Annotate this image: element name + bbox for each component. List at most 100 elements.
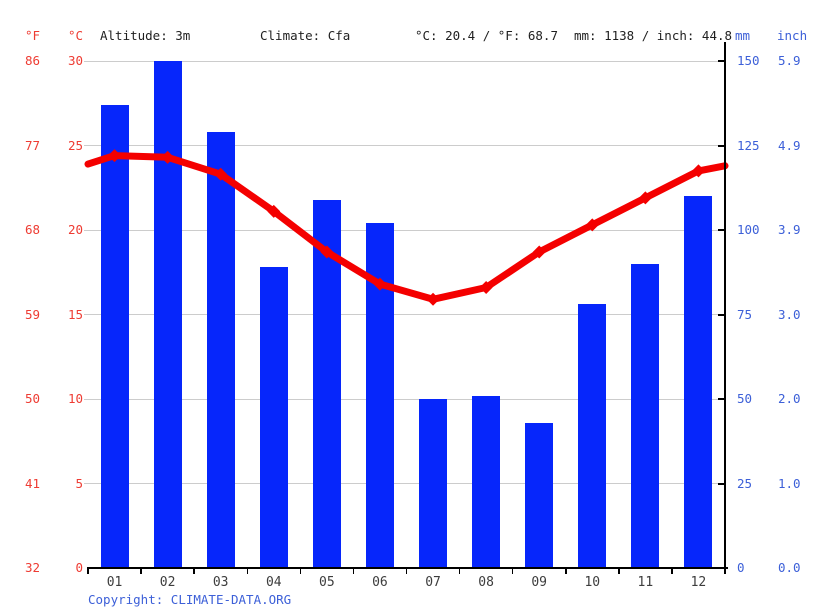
- month-label: 11: [637, 575, 654, 590]
- inch-tick: 3.0: [778, 306, 801, 322]
- x-axis-line: [87, 567, 728, 569]
- mm-axis-title: mm: [735, 28, 751, 43]
- month-tick: [299, 569, 302, 574]
- month-label: 09: [531, 575, 548, 590]
- gridline: [84, 314, 719, 315]
- mm-tick: 125: [737, 137, 760, 153]
- temperature-point-marker: [161, 150, 175, 164]
- fahrenheit-tick: 86: [24, 53, 40, 68]
- right-axis-tick: [718, 482, 725, 485]
- temperature-polyline: [84, 152, 729, 303]
- temperature-point-marker: [426, 292, 440, 306]
- temperature-point-marker: [479, 280, 493, 294]
- fahrenheit-tick: 68: [24, 222, 40, 237]
- right-y-axis-line: [724, 42, 726, 569]
- mm-tick: 50: [737, 391, 753, 406]
- fahrenheit-tick: 50: [24, 391, 40, 406]
- month-label: 01: [106, 575, 123, 590]
- celsius-tick: 25: [67, 137, 83, 153]
- celsius-tick: 20: [67, 222, 83, 237]
- temperature-point-marker: [320, 245, 334, 259]
- inch-tick: 3.9: [778, 222, 801, 237]
- month-label: 03: [212, 575, 229, 590]
- mm-tick: 150: [737, 53, 760, 68]
- month-tick: [246, 569, 248, 574]
- climate-zone-label: Climate: Cfa: [260, 28, 351, 43]
- month-tick: [87, 569, 89, 574]
- temperature-point-marker: [532, 245, 546, 259]
- month-tick: [565, 569, 567, 574]
- month-tick: [618, 569, 620, 574]
- month-label: 06: [372, 575, 388, 590]
- precipitation-bar: [631, 263, 660, 568]
- copyright-link[interactable]: CLIMATE-DATA.ORG: [170, 592, 292, 607]
- avg-temperature-label: °C: 20.4 / °F: 68.7: [415, 28, 558, 43]
- temperature-point-marker: [691, 164, 705, 178]
- gridline: [84, 229, 719, 231]
- celsius-tick: 5: [75, 475, 83, 491]
- fahrenheit-axis-title: °F: [24, 28, 40, 43]
- celsius-tick: 15: [67, 306, 83, 322]
- inch-tick: 4.9: [778, 137, 801, 153]
- total-precipitation-label: mm: 1138 / inch: 44.8: [574, 28, 733, 43]
- right-axis-tick: [718, 313, 725, 316]
- temperature-point-marker: [267, 204, 281, 218]
- month-label: 08: [478, 575, 494, 590]
- right-axis-tick: [718, 144, 725, 147]
- month-label: 05: [319, 575, 335, 590]
- month-label: 07: [425, 575, 441, 590]
- right-axis-tick: [718, 229, 725, 231]
- fahrenheit-tick: 77: [24, 137, 40, 153]
- mm-tick: 100: [737, 222, 760, 237]
- temperature-point-marker: [585, 218, 599, 232]
- temperature-line: [84, 149, 729, 306]
- fahrenheit-tick: 41: [24, 475, 40, 491]
- plot-area: [84, 61, 729, 568]
- gridline: [84, 145, 719, 146]
- month-tick: [671, 569, 673, 574]
- month-tick: [458, 569, 461, 574]
- gridline: [84, 60, 719, 62]
- copyright-prefix: Copyright:: [88, 592, 171, 607]
- celsius-tick: 30: [67, 53, 83, 68]
- celsius-axis-title: °C: [67, 28, 83, 43]
- precipitation-bar: [578, 304, 607, 568]
- precipitation-bar: [525, 422, 554, 568]
- month-tick: [352, 569, 355, 574]
- mm-tick: 25: [737, 475, 753, 491]
- precipitation-bar: [472, 395, 501, 568]
- fahrenheit-tick: 32: [24, 560, 40, 575]
- right-axis-tick: [718, 398, 725, 400]
- precipitation-bar: [419, 399, 448, 568]
- temperature-point-marker: [373, 277, 387, 291]
- celsius-tick: 0: [75, 560, 83, 575]
- inch-tick: 5.9: [778, 53, 801, 68]
- month-label: 10: [584, 575, 601, 590]
- month-tick: [511, 569, 514, 574]
- fahrenheit-tick: 59: [24, 306, 40, 322]
- gridline: [84, 398, 719, 400]
- mm-tick: 0: [737, 560, 745, 575]
- month-label: 02: [159, 575, 176, 590]
- inch-tick: 2.0: [778, 391, 801, 406]
- temperature-point-marker: [638, 191, 652, 205]
- month-label: 04: [265, 575, 282, 590]
- inch-tick: 0.0: [778, 560, 801, 575]
- month-tick: [140, 569, 142, 574]
- month-tick: [193, 569, 195, 574]
- precipitation-bar: [100, 104, 129, 568]
- inch-axis-title: inch: [777, 28, 808, 43]
- inch-tick: 1.0: [778, 475, 801, 491]
- precipitation-bar: [206, 131, 235, 568]
- temperature-point-marker: [214, 167, 228, 181]
- month-tick: [724, 569, 726, 574]
- mm-tick: 75: [737, 306, 753, 322]
- copyright: Copyright: CLIMATE-DATA.ORG: [88, 592, 291, 608]
- altitude-label: Altitude: 3m: [100, 28, 191, 43]
- precipitation-bar: [259, 267, 288, 568]
- gridline: [84, 483, 719, 484]
- right-axis-tick: [718, 60, 725, 62]
- month-tick: [405, 569, 408, 574]
- celsius-tick: 10: [67, 391, 83, 406]
